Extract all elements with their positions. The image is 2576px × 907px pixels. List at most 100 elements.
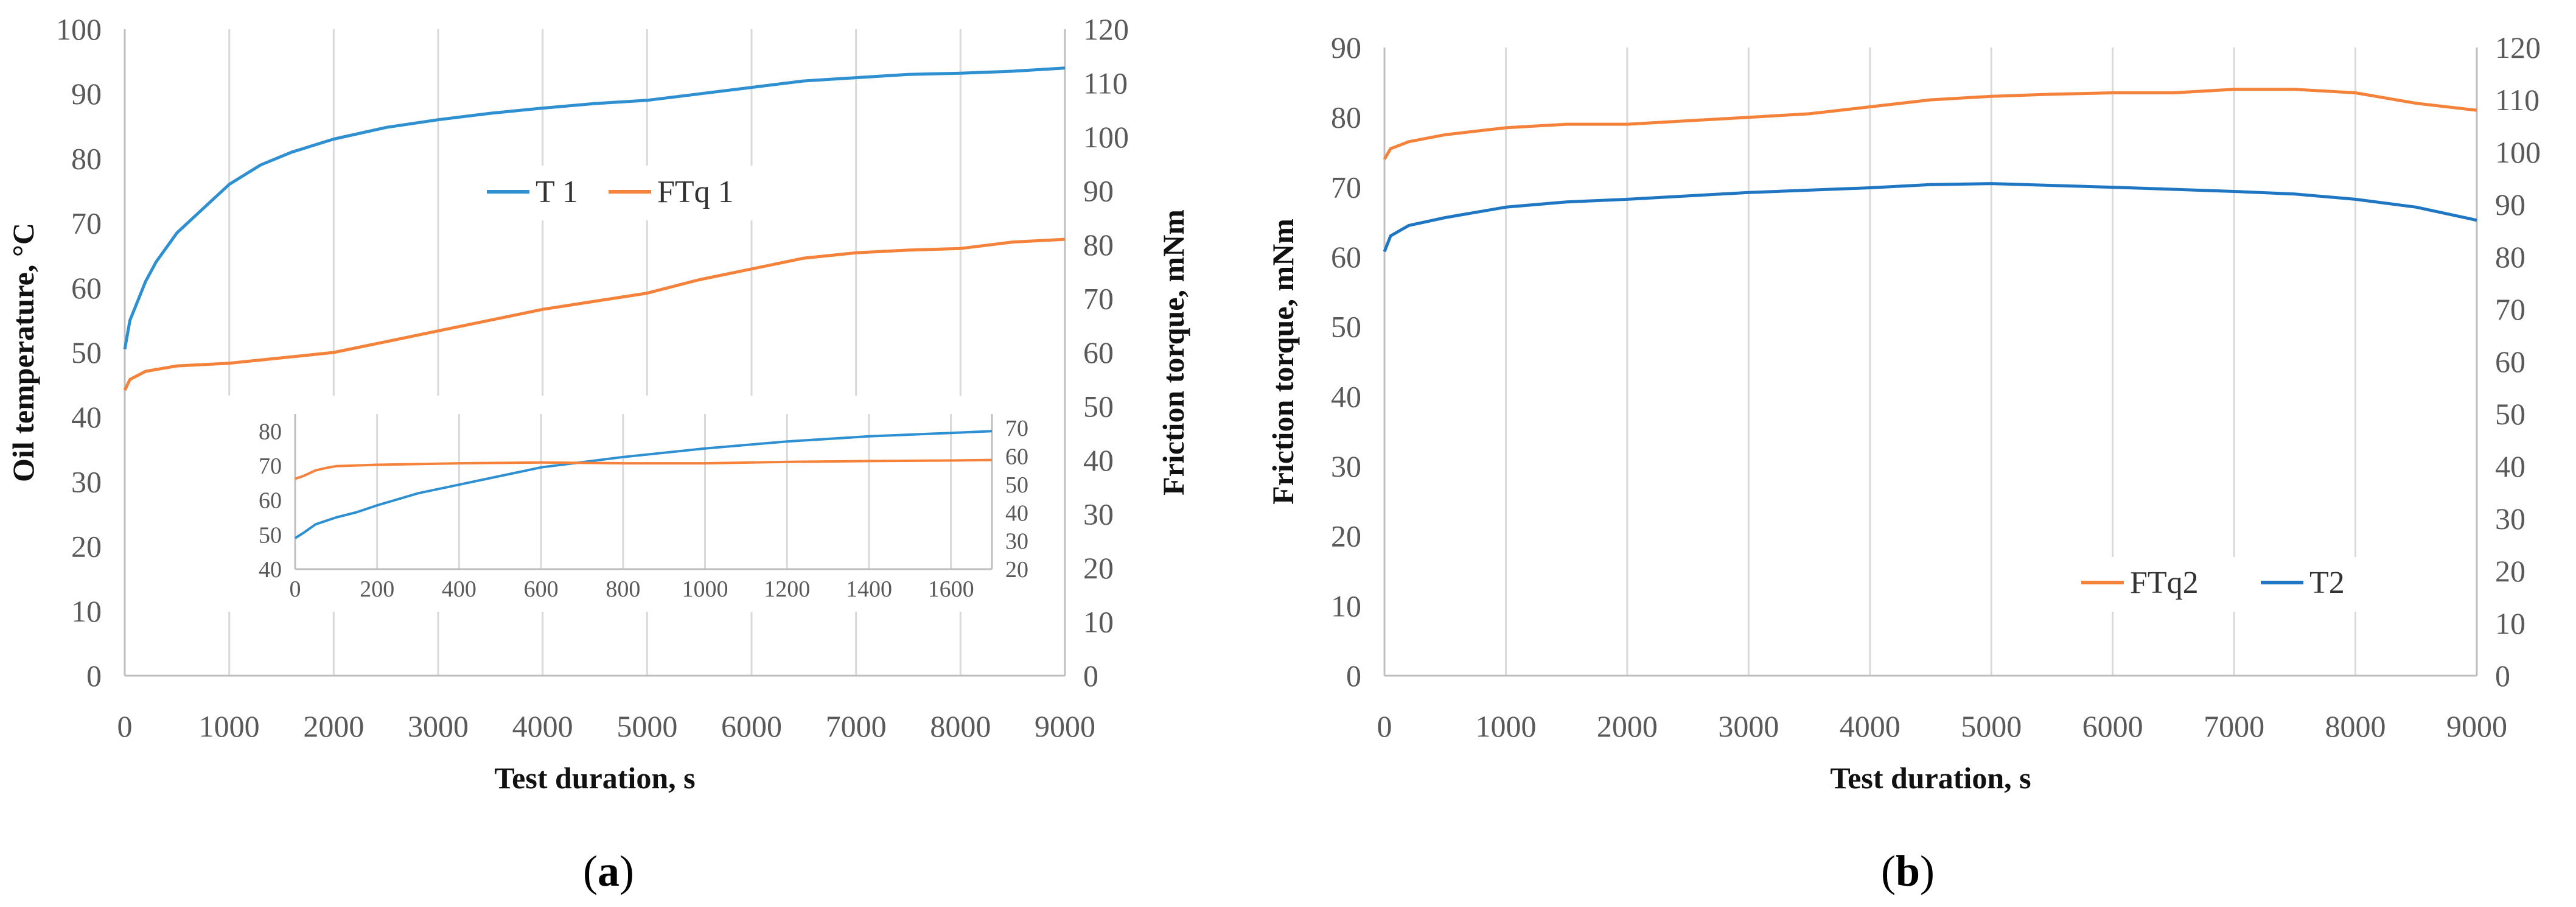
x-axis-title-b: Test duration, s (1830, 761, 2031, 795)
chart-panel-b: 0 1000 2000 3000 4000 5000 6000 7000 8000 9000010… (1266, 30, 2541, 895)
inset-series-line-t1 (294, 430, 993, 539)
y-right-tick-label: 20 (2495, 554, 2525, 588)
y-right-tick-label: 60 (1083, 335, 1114, 369)
y-left-tick-label: 20 (1331, 519, 1361, 553)
inset-x-tick-label: 0 (290, 576, 301, 602)
inset-y-right-tick-label: 20 (1005, 557, 1028, 583)
legend-b: FTq2 T2 (2008, 557, 2410, 612)
y-right-tick-label: 70 (2495, 292, 2525, 326)
inset-x-tick-label: 200 (360, 576, 394, 602)
x-tick-label: 9000 (1035, 709, 1095, 743)
legend-label-ftq2: FTq2 (2130, 566, 2199, 600)
x-tick-label: 4000 (512, 709, 573, 743)
x-tick-label: 8000 (2325, 709, 2386, 743)
y-left-tick-label: 30 (71, 464, 102, 499)
x-tick-label: 5000 (1961, 709, 2022, 743)
y-right-tick-label: 0 (2495, 659, 2510, 693)
legend-a: T 1 FTq 1 (478, 166, 764, 220)
y-right-tick-label: 50 (1083, 390, 1114, 424)
inset-x-tick-label: 1400 (846, 576, 892, 602)
inset-y-left-tick-label: 40 (259, 557, 282, 583)
inset-x-tick-label: 1600 (928, 576, 974, 602)
y-right-tick-label: 10 (1083, 605, 1114, 639)
y-right-tick-label: 30 (1083, 497, 1114, 531)
y-right-tick-label: 0 (1083, 659, 1098, 693)
y-left-tick-label: 90 (71, 77, 102, 111)
y-right-tick-label: 120 (2495, 30, 2541, 65)
y-right-tick-label: 20 (1083, 551, 1114, 585)
y-left-tick-label: 30 (1331, 449, 1361, 483)
y-left-tick-label: 10 (1331, 589, 1361, 623)
y-left-tick-label: 50 (1331, 310, 1361, 344)
y-left-tick-label: 20 (71, 530, 102, 564)
x-tick-label: 6000 (721, 709, 782, 743)
y-left-tick-label: 40 (71, 400, 102, 434)
y-right-tick-label: 110 (2495, 83, 2539, 117)
y-right-tick-label: 100 (1083, 120, 1129, 154)
y-right-tick-label: 100 (2495, 135, 2541, 169)
inset-x-tick-label: 400 (442, 576, 476, 602)
inset-series-line-ftq1 (295, 458, 993, 480)
x-tick-label: 7000 (2204, 709, 2264, 743)
y-left-tick-label: 0 (86, 659, 102, 693)
inset-y-right-tick-label: 60 (1005, 444, 1028, 470)
inset-y-right-tick-label: 70 (1005, 416, 1028, 441)
y-left-tick-label: 60 (71, 271, 102, 305)
x-tick-label: 2000 (1597, 709, 1658, 743)
legend-label-t2: T2 (2309, 566, 2345, 600)
x-tick-label: 0 (1377, 709, 1392, 743)
inset-y-left-tick-label: 60 (259, 488, 282, 514)
x-tick-label: 7000 (826, 709, 887, 743)
x-tick-label: 1000 (199, 709, 260, 743)
inset-x-tick-label: 1000 (682, 576, 728, 602)
y-right-tick-label: 90 (2495, 187, 2525, 222)
y-left-tick-label: 80 (1331, 100, 1361, 135)
inset-chart: 0 200 400 600 800 1000 1200 1400 160040506070802… (222, 396, 1053, 612)
y-right-tick-label: 10 (2495, 606, 2525, 640)
y-right-tick-label: 50 (2495, 397, 2525, 431)
y-left-tick-label: 0 (1346, 659, 1361, 693)
chart-panel-a: 0 1000 2000 3000 4000 5000 6000 7000 8000 9000010… (6, 12, 1190, 895)
series-line-ftq1 (123, 237, 1066, 391)
y-right-tick-label: 110 (1083, 66, 1128, 100)
y-right-tick-label: 40 (2495, 449, 2525, 483)
y-right-tick-label: 40 (1083, 443, 1114, 477)
y-right-tick-label: 80 (2495, 240, 2525, 274)
legend-label-ftq1: FTq 1 (657, 175, 734, 209)
inset-y-left-tick-label: 80 (259, 419, 282, 444)
legend-b-background (2008, 557, 2410, 612)
y-left-tick-label: 80 (71, 141, 102, 175)
inset-y-left-tick-label: 50 (259, 522, 282, 548)
y-left-tick-label: 40 (1331, 379, 1361, 413)
y-axis-title-right-a: Friction torque, mNm (1156, 209, 1190, 496)
x-tick-label: 5000 (616, 709, 677, 743)
inset-y-right-tick-label: 40 (1005, 500, 1028, 526)
y-right-tick-label: 30 (2495, 502, 2525, 536)
y-left-tick-label: 70 (71, 206, 102, 240)
y-axis-title-left-b: Friction torque, mNm (1266, 219, 1300, 505)
y-right-tick-label: 80 (1083, 228, 1114, 262)
y-left-tick-label: 90 (1331, 30, 1361, 65)
x-tick-label: 3000 (1718, 709, 1779, 743)
inset-x-tick-label: 600 (524, 576, 559, 602)
inset-y-left-tick-label: 70 (259, 454, 282, 479)
panel-label-b: (b) (1881, 847, 1935, 895)
y-left-tick-label: 10 (71, 594, 102, 628)
x-tick-label: 6000 (2082, 709, 2143, 743)
y-right-tick-label: 120 (1083, 12, 1129, 46)
panel-label-a: (a) (583, 847, 634, 895)
x-tick-label: 4000 (1840, 709, 1901, 743)
y-left-tick-label: 100 (56, 12, 102, 46)
inset-y-right-tick-label: 50 (1005, 472, 1028, 498)
x-tick-label: 2000 (303, 709, 364, 743)
inset-x-tick-label: 800 (606, 576, 640, 602)
y-right-tick-label: 90 (1083, 174, 1114, 208)
y-left-tick-label: 50 (71, 335, 102, 369)
inset-background (222, 396, 1053, 612)
inset-x-tick-label: 1200 (764, 576, 810, 602)
series-line-t1 (123, 66, 1066, 350)
x-tick-label: 9000 (2446, 709, 2507, 743)
inset-y-right-tick-label: 30 (1005, 529, 1028, 555)
y-left-tick-label: 60 (1331, 240, 1361, 274)
